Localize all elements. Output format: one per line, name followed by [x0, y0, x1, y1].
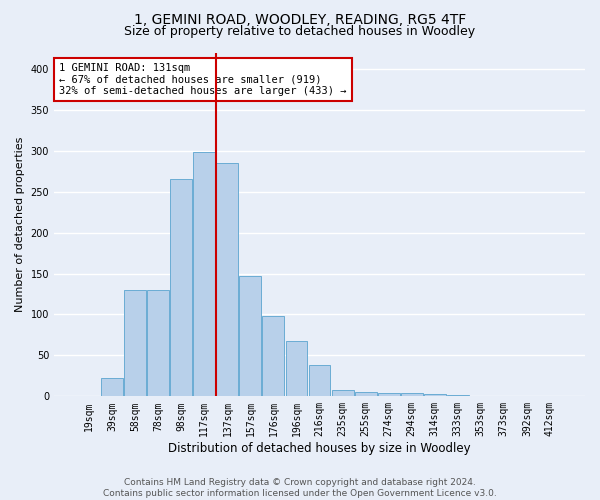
- Text: 1, GEMINI ROAD, WOODLEY, READING, RG5 4TF: 1, GEMINI ROAD, WOODLEY, READING, RG5 4T…: [134, 12, 466, 26]
- Bar: [355, 392, 377, 396]
- Bar: [124, 290, 146, 397]
- X-axis label: Distribution of detached houses by size in Woodley: Distribution of detached houses by size …: [168, 442, 471, 455]
- Bar: [170, 180, 192, 396]
- Y-axis label: Number of detached properties: Number of detached properties: [15, 136, 25, 312]
- Bar: [424, 394, 446, 396]
- Bar: [447, 394, 469, 396]
- Bar: [239, 276, 262, 396]
- Bar: [101, 378, 123, 396]
- Bar: [147, 290, 169, 397]
- Bar: [332, 390, 353, 396]
- Bar: [193, 152, 215, 396]
- Text: 1 GEMINI ROAD: 131sqm
← 67% of detached houses are smaller (919)
32% of semi-det: 1 GEMINI ROAD: 131sqm ← 67% of detached …: [59, 63, 347, 96]
- Bar: [401, 393, 422, 396]
- Text: Contains HM Land Registry data © Crown copyright and database right 2024.
Contai: Contains HM Land Registry data © Crown c…: [103, 478, 497, 498]
- Bar: [262, 316, 284, 396]
- Bar: [308, 365, 331, 396]
- Bar: [217, 163, 238, 396]
- Text: Size of property relative to detached houses in Woodley: Size of property relative to detached ho…: [124, 25, 476, 38]
- Bar: [286, 342, 307, 396]
- Bar: [377, 393, 400, 396]
